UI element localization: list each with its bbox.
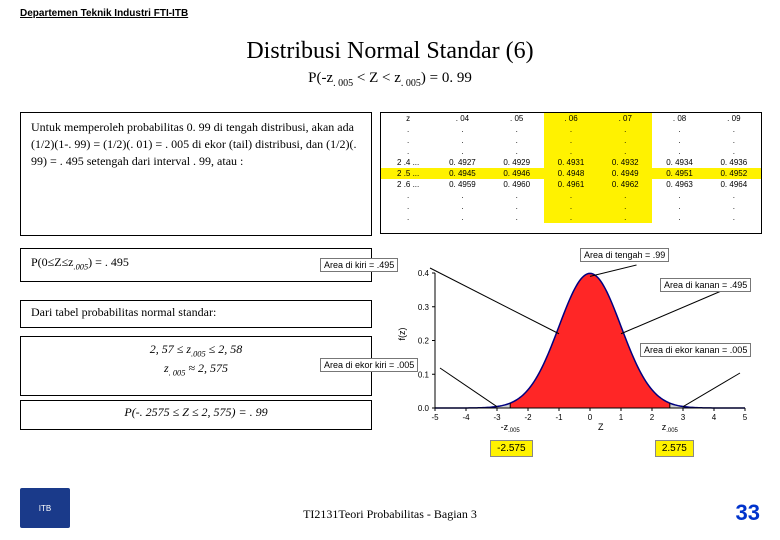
z-value-badge: -2.575 bbox=[490, 440, 532, 457]
footer-text: TI2131Teori Probabilitas - Bagian 3 bbox=[0, 507, 780, 522]
final-prob-box: P(-. 2575 ≤ Z ≤ 2, 575) = . 99 bbox=[20, 400, 372, 430]
svg-text:0.2: 0.2 bbox=[418, 337, 430, 346]
page-number: 33 bbox=[736, 500, 760, 526]
b4-1b: ≤ 2, 58 bbox=[206, 342, 243, 356]
table-intro-box: Dari tabel probabilitas normal standar: bbox=[20, 300, 372, 328]
svg-text:0.0: 0.0 bbox=[418, 404, 430, 413]
svg-text:f(z): f(z) bbox=[397, 328, 407, 341]
b4-1s: .005 bbox=[191, 349, 206, 358]
svg-text:-5: -5 bbox=[431, 413, 439, 422]
svg-text:0.3: 0.3 bbox=[418, 303, 430, 312]
page-title: Distribusi Normal Standar (6) bbox=[0, 38, 780, 65]
sub-s2: . 005 bbox=[401, 78, 421, 89]
z-value-badge: 2.575 bbox=[655, 440, 694, 457]
svg-text:0: 0 bbox=[588, 413, 593, 422]
svg-text:-2: -2 bbox=[524, 413, 532, 422]
svg-text:-1: -1 bbox=[555, 413, 563, 422]
chart-callout: Area di kiri = .495 bbox=[320, 258, 398, 272]
svg-text:-3: -3 bbox=[493, 413, 501, 422]
b4-1a: 2, 57 ≤ z bbox=[150, 342, 191, 356]
b4-2s: . 005 bbox=[169, 369, 186, 378]
svg-text:5: 5 bbox=[743, 413, 748, 422]
svg-text:Z: Z bbox=[598, 422, 604, 432]
chart-callout: Area di kanan = .495 bbox=[660, 278, 751, 292]
svg-text:4: 4 bbox=[712, 413, 717, 422]
sub-mid: < Z < z bbox=[353, 70, 401, 86]
department-link[interactable]: Departemen Teknik Industri FTI-ITB bbox=[20, 8, 188, 19]
subtitle: P(-z. 005 < Z < z. 005) = 0. 99 bbox=[0, 70, 780, 89]
normal-curve-chart: 0.0 0.1 0.2 0.3 0.4 -5 -4 -3 -2 -1 0 1 2 3 4 5 Zf(z) -z.0… bbox=[380, 248, 760, 448]
chart-callout: Area di tengah = .99 bbox=[580, 248, 669, 262]
svg-text:z.005: z.005 bbox=[662, 422, 679, 434]
svg-text:3: 3 bbox=[681, 413, 686, 422]
svg-text:-z.005: -z.005 bbox=[501, 422, 521, 434]
svg-text:-4: -4 bbox=[462, 413, 470, 422]
sub-s1: . 005 bbox=[333, 78, 353, 89]
chart-callout: Area di ekor kiri = .005 bbox=[320, 358, 418, 372]
sub-post: ) = 0. 99 bbox=[421, 70, 472, 86]
svg-text:2: 2 bbox=[650, 413, 655, 422]
b2-lhs: P(0≤Z≤z bbox=[31, 255, 74, 269]
b4-2b: ≈ 2, 575 bbox=[185, 361, 228, 375]
explanation-box: Untuk memperoleh probabilitas 0. 99 di t… bbox=[20, 112, 372, 236]
itb-logo-icon: ITB bbox=[20, 488, 70, 528]
svg-text:1: 1 bbox=[619, 413, 624, 422]
svg-text:0.1: 0.1 bbox=[418, 370, 430, 379]
b2-sub: .005 bbox=[74, 262, 89, 271]
z-table-grid: z. 04. 05. 06. 07. 08. 09...............… bbox=[381, 113, 761, 223]
z-table: z. 04. 05. 06. 07. 08. 09...............… bbox=[380, 112, 762, 234]
b2-rhs: ) = . 495 bbox=[88, 255, 129, 269]
svg-text:0.4: 0.4 bbox=[418, 269, 430, 278]
sub-pre: P(-z bbox=[308, 70, 333, 86]
chart-callout: Area di ekor kanan = .005 bbox=[640, 343, 751, 357]
